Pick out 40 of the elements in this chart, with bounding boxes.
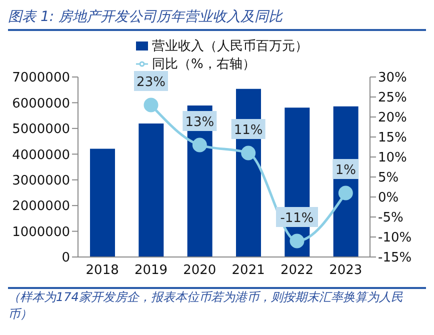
y-tick-label: 5000000 bbox=[12, 122, 70, 138]
data-label: 23% bbox=[136, 75, 166, 90]
y-tick-label: 7000000 bbox=[12, 70, 70, 86]
legend-label: 同比（%，右轴） bbox=[152, 57, 256, 72]
y-tick-label: 1000000 bbox=[12, 224, 70, 240]
point bbox=[290, 234, 304, 248]
y2-tick-label: -15% bbox=[378, 250, 412, 266]
text: （样本为174家开发房企，报表本位币若为港币，则按期末汇率换算为人民币） bbox=[8, 289, 426, 323]
y-tick-label: 6000000 bbox=[12, 96, 70, 112]
x-tick-label: 2023 bbox=[329, 263, 362, 278]
point bbox=[192, 138, 207, 152]
x-tick-label: 2020 bbox=[183, 263, 216, 278]
y-tick-label: 4000000 bbox=[12, 148, 70, 163]
y2-tick-label: 5% bbox=[378, 170, 399, 186]
y2-tick-label: 25% bbox=[378, 90, 407, 106]
bar bbox=[138, 124, 164, 257]
y2-tick-label: -10% bbox=[378, 230, 412, 246]
point bbox=[241, 146, 256, 160]
chart-title: 图表 1: 房地产开发公司历年营业收入及同比 bbox=[8, 8, 426, 31]
y2-tick-label: 30% bbox=[378, 70, 407, 86]
x-tick-label: 2022 bbox=[280, 263, 314, 278]
point bbox=[338, 186, 353, 200]
y-tick-label: 2000000 bbox=[12, 199, 70, 214]
data-label: 13% bbox=[185, 115, 214, 130]
x-tick-label: 2019 bbox=[134, 263, 168, 278]
data-label: 1% bbox=[335, 163, 356, 178]
y-tick-label: 3000000 bbox=[12, 173, 70, 188]
y2-tick-label: 15% bbox=[378, 130, 407, 146]
data-label: -11% bbox=[280, 211, 314, 226]
y-tick-label: 0 bbox=[62, 250, 70, 266]
legend-label: 营业收入（人民币百万元） bbox=[152, 39, 308, 54]
y2-tick-label: 20% bbox=[378, 110, 407, 126]
point bbox=[144, 98, 158, 112]
x-tick-label: 2021 bbox=[232, 263, 265, 278]
y2-tick-label: -5% bbox=[378, 210, 404, 226]
data-label: 11% bbox=[234, 123, 263, 138]
x-tick-label: 2018 bbox=[86, 263, 119, 278]
y2-tick-label: 0% bbox=[378, 190, 399, 206]
bar bbox=[90, 148, 115, 257]
y2-tick-label: 10% bbox=[378, 150, 407, 166]
